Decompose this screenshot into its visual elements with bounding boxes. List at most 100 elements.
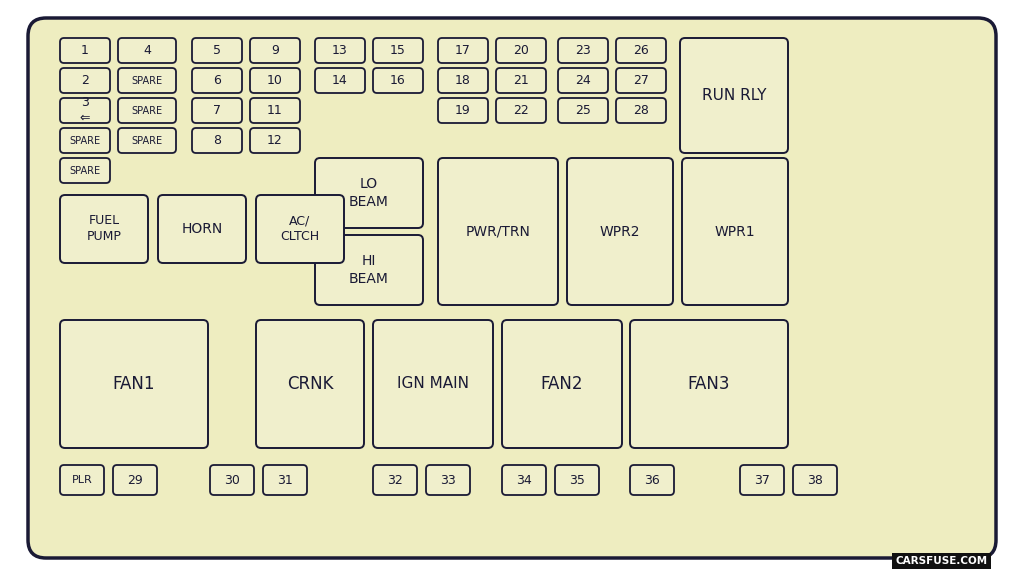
FancyBboxPatch shape [630,320,788,448]
FancyBboxPatch shape [630,465,674,495]
FancyBboxPatch shape [193,68,242,93]
Text: AC/
CLTCH: AC/ CLTCH [281,214,319,244]
Text: 27: 27 [633,74,649,87]
Text: SPARE: SPARE [70,165,100,176]
Text: 11: 11 [267,104,283,117]
Text: FAN2: FAN2 [541,375,584,393]
FancyBboxPatch shape [426,465,470,495]
Text: SPARE: SPARE [70,135,100,146]
FancyBboxPatch shape [502,465,546,495]
Text: HORN: HORN [181,222,222,236]
Text: 22: 22 [513,104,528,117]
FancyBboxPatch shape [60,98,110,123]
FancyBboxPatch shape [680,38,788,153]
Text: FAN1: FAN1 [113,375,156,393]
Text: RUN RLY: RUN RLY [701,88,766,103]
FancyBboxPatch shape [210,465,254,495]
Text: SPARE: SPARE [131,135,163,146]
Text: 29: 29 [127,473,143,487]
Text: WPR1: WPR1 [715,225,756,238]
FancyBboxPatch shape [118,98,176,123]
Text: SPARE: SPARE [131,105,163,116]
Text: 20: 20 [513,44,529,57]
FancyBboxPatch shape [496,68,546,93]
FancyBboxPatch shape [740,465,784,495]
FancyBboxPatch shape [502,320,622,448]
FancyBboxPatch shape [438,98,488,123]
Text: 12: 12 [267,134,283,147]
FancyBboxPatch shape [193,98,242,123]
FancyBboxPatch shape [438,68,488,93]
Text: 36: 36 [644,473,659,487]
FancyBboxPatch shape [682,158,788,305]
Text: 31: 31 [278,473,293,487]
Text: FAN3: FAN3 [688,375,730,393]
FancyBboxPatch shape [373,465,417,495]
FancyBboxPatch shape [438,38,488,63]
FancyBboxPatch shape [558,68,608,93]
FancyBboxPatch shape [60,38,110,63]
FancyBboxPatch shape [60,320,208,448]
FancyBboxPatch shape [193,128,242,153]
FancyBboxPatch shape [193,38,242,63]
Text: 7: 7 [213,104,221,117]
FancyBboxPatch shape [118,68,176,93]
Text: 24: 24 [575,74,591,87]
FancyBboxPatch shape [315,235,423,305]
Text: CARSFUSE.COM: CARSFUSE.COM [896,556,988,566]
Text: 30: 30 [224,473,240,487]
Text: 21: 21 [513,74,528,87]
Text: 5: 5 [213,44,221,57]
FancyBboxPatch shape [373,320,493,448]
FancyBboxPatch shape [315,68,365,93]
FancyBboxPatch shape [250,128,300,153]
Text: 33: 33 [440,473,456,487]
Text: PWR/TRN: PWR/TRN [466,225,530,238]
FancyBboxPatch shape [438,158,558,305]
Text: 8: 8 [213,134,221,147]
FancyBboxPatch shape [60,195,148,263]
FancyBboxPatch shape [373,68,423,93]
Text: 3
⇐: 3 ⇐ [80,96,90,125]
Text: 9: 9 [271,44,279,57]
Text: 6: 6 [213,74,221,87]
FancyBboxPatch shape [555,465,599,495]
FancyBboxPatch shape [113,465,157,495]
Text: 4: 4 [143,44,151,57]
Text: CRNK: CRNK [287,375,333,393]
Text: IGN MAIN: IGN MAIN [397,377,469,392]
Text: 10: 10 [267,74,283,87]
Text: 26: 26 [633,44,649,57]
FancyBboxPatch shape [118,38,176,63]
FancyBboxPatch shape [616,68,666,93]
FancyBboxPatch shape [793,465,837,495]
FancyBboxPatch shape [616,98,666,123]
FancyBboxPatch shape [263,465,307,495]
Text: LO
BEAM: LO BEAM [349,177,389,209]
FancyBboxPatch shape [256,320,364,448]
FancyBboxPatch shape [558,98,608,123]
FancyBboxPatch shape [616,38,666,63]
Text: 2: 2 [81,74,89,87]
FancyBboxPatch shape [118,128,176,153]
Text: 14: 14 [332,74,348,87]
Text: 25: 25 [575,104,591,117]
Text: 18: 18 [455,74,471,87]
FancyBboxPatch shape [256,195,344,263]
FancyBboxPatch shape [496,38,546,63]
Text: 1: 1 [81,44,89,57]
FancyBboxPatch shape [28,18,996,558]
FancyBboxPatch shape [60,158,110,183]
Text: PLR: PLR [72,475,92,485]
Text: 17: 17 [455,44,471,57]
Text: 13: 13 [332,44,348,57]
FancyBboxPatch shape [315,38,365,63]
FancyBboxPatch shape [60,465,104,495]
FancyBboxPatch shape [373,38,423,63]
Text: 38: 38 [807,473,823,487]
Text: 32: 32 [387,473,402,487]
Text: 35: 35 [569,473,585,487]
Text: WPR2: WPR2 [600,225,640,238]
Text: 37: 37 [754,473,770,487]
FancyBboxPatch shape [315,158,423,228]
